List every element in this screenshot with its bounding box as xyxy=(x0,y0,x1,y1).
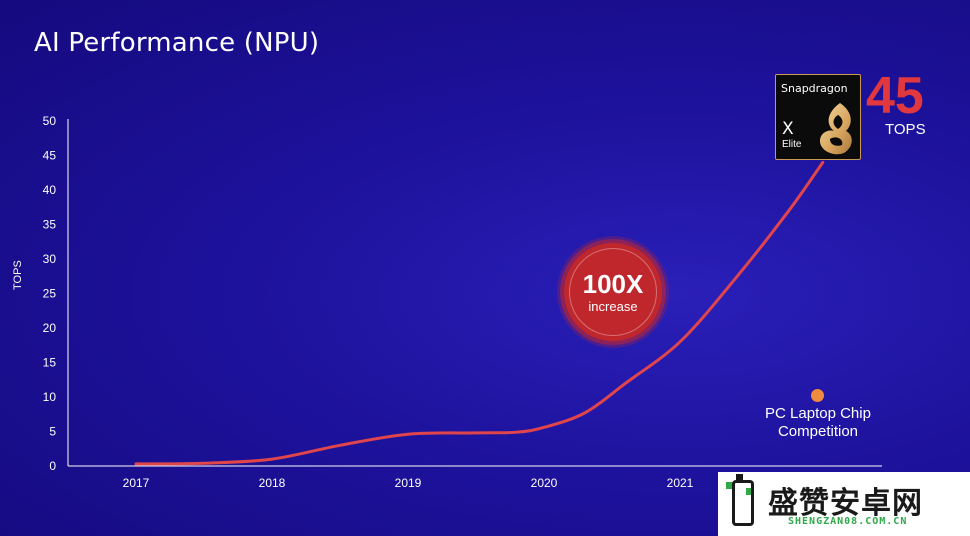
y-tick-label: 0 xyxy=(49,459,56,473)
y-tick-label: 35 xyxy=(43,218,57,232)
y-tick-label: 50 xyxy=(43,114,57,128)
y-tick-label: 15 xyxy=(43,356,57,370)
y-tick-label: 45 xyxy=(43,149,57,163)
y-tick-label: 25 xyxy=(43,287,57,301)
x-tick-label: 2018 xyxy=(259,476,286,490)
watermark-pixel xyxy=(726,482,733,489)
competition-point xyxy=(811,389,824,402)
watermark-cn-text: 盛赞安卓网 xyxy=(768,486,923,521)
x-tick-label: 2019 xyxy=(395,476,422,490)
y-tick-label: 5 xyxy=(49,425,56,439)
x-tick-label: 2017 xyxy=(123,476,150,490)
phone-icon xyxy=(732,480,754,526)
competition-label-line2: Competition xyxy=(777,423,859,440)
competition-label: PC Laptop Chip Competition xyxy=(748,405,888,441)
watermark-pixel xyxy=(736,474,743,481)
watermark-en-text: SHENGZAN08.COM.CN xyxy=(788,516,908,527)
x-tick-label: 2020 xyxy=(531,476,558,490)
chart-title: AI Performance (NPU) xyxy=(34,28,320,58)
y-tick-label: 30 xyxy=(43,252,57,266)
series-line xyxy=(134,160,825,466)
chip-model: X xyxy=(782,119,794,139)
site-watermark: 盛赞安卓网 SHENGZAN08.COM.CN xyxy=(718,472,970,536)
chip-brand: Snapdragon xyxy=(781,82,848,95)
y-tick-label: 20 xyxy=(43,321,57,335)
badge-ring xyxy=(569,248,657,336)
x-tick-label: 2021 xyxy=(667,476,694,490)
competition-label-line1: PC Laptop Chip xyxy=(765,405,871,422)
badge-value: 100X xyxy=(582,268,644,299)
headline-tops-unit: TOPS xyxy=(885,121,926,138)
watermark-pixel xyxy=(746,488,753,495)
snapdragon-chip-logo: Snapdragon X Elite xyxy=(775,74,861,160)
snapdragon-flame-icon xyxy=(820,103,852,155)
headline-tops-value: 45 xyxy=(866,67,924,125)
chip-sub: Elite xyxy=(782,139,802,150)
increase-badge: 100X increase xyxy=(564,243,662,341)
y-tick-label: 40 xyxy=(43,183,57,197)
badge-label: increase xyxy=(588,298,638,314)
y-tick-label: 10 xyxy=(43,390,57,404)
